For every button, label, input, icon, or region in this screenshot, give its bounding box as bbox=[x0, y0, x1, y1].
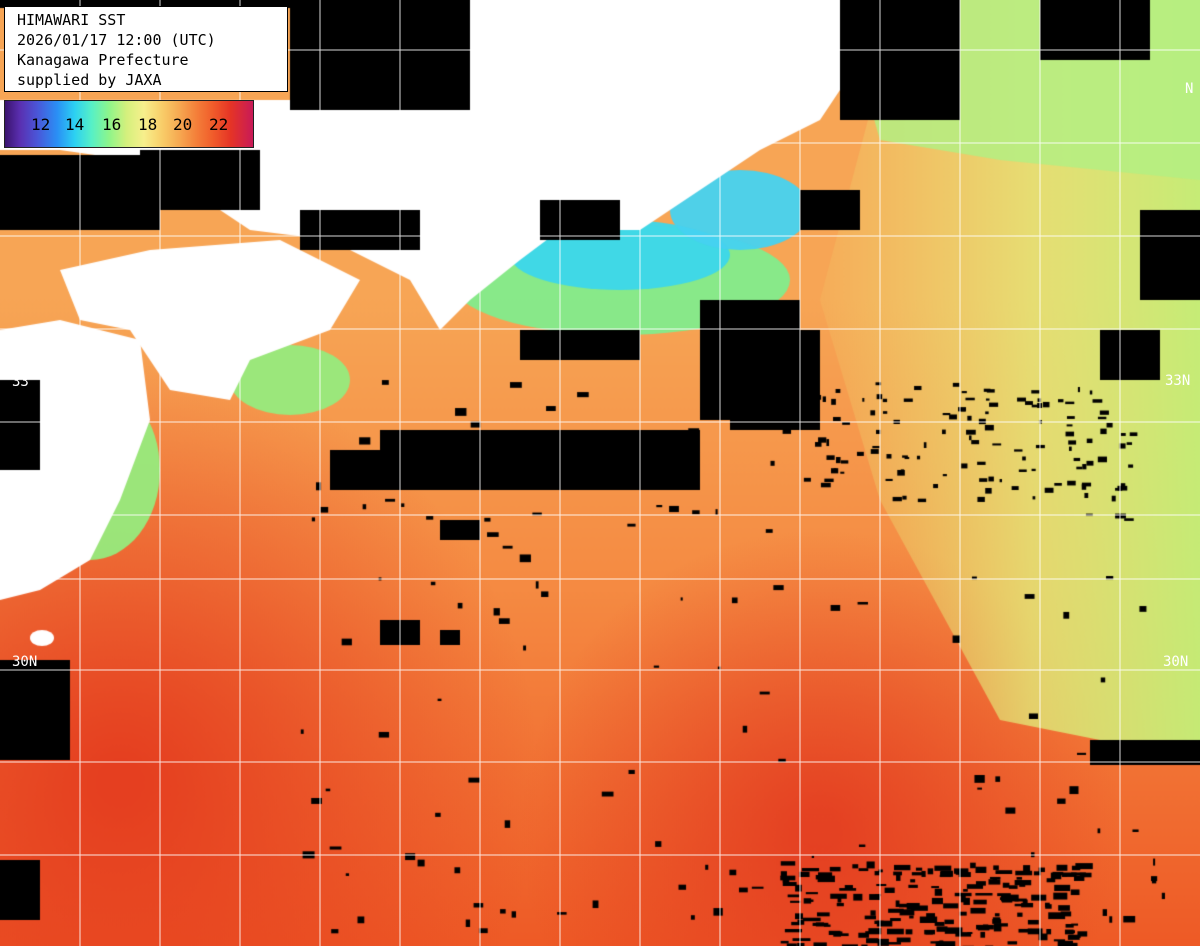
legend-tick: 22 bbox=[209, 115, 229, 134]
latitude-label-30-right: 30N bbox=[1163, 654, 1189, 670]
organization-label: Kanagawa Prefecture bbox=[17, 51, 189, 69]
legend-tick: 12 bbox=[31, 115, 51, 134]
map-title: HIMAWARI SST bbox=[17, 11, 126, 29]
latitude-label-33-left: 33 bbox=[12, 374, 29, 390]
legend-tick: 18 bbox=[138, 115, 158, 134]
latitude-label-top-right: N bbox=[1185, 81, 1194, 97]
temperature-legend: 12 14 16 18 20 22 bbox=[4, 100, 254, 148]
observation-datetime: 2026/01/17 12:00 (UTC) bbox=[17, 31, 216, 49]
info-box: HIMAWARI SST 2026/01/17 12:00 (UTC) Kana… bbox=[4, 6, 288, 92]
legend-tick: 20 bbox=[173, 115, 193, 134]
latitude-label-30-left: 30N bbox=[12, 654, 38, 670]
legend-tick: 16 bbox=[102, 115, 122, 134]
longitude-label-136e: 136E bbox=[482, 6, 498, 40]
latitude-label-33-right: 33N bbox=[1165, 373, 1191, 389]
data-credit: supplied by JAXA bbox=[17, 71, 162, 89]
legend-tick: 14 bbox=[65, 115, 85, 134]
